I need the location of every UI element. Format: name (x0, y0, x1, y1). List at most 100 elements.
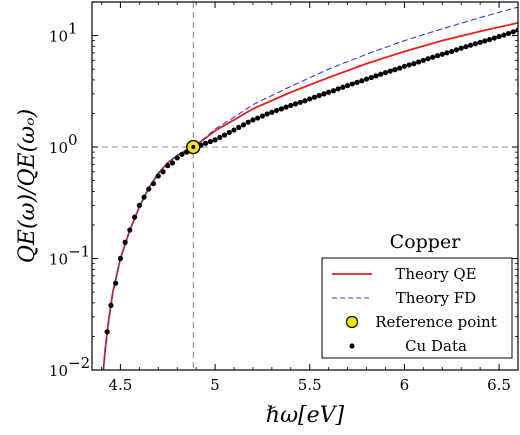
cu-data-point (146, 186, 152, 192)
x-tick-label: 6.5 (487, 376, 511, 394)
cu-data-point (397, 65, 403, 71)
legend: Theory QE Theory FD Reference point Cu Data (321, 257, 513, 359)
cu-data-point (283, 104, 289, 110)
cu-data-point (468, 42, 474, 48)
cu-data-point (259, 113, 265, 119)
axis-ticks (92, 1, 519, 371)
cu-data-point (236, 124, 242, 131)
cu-data-point (515, 27, 518, 33)
legend-label: Theory QE (395, 265, 476, 283)
cu-data-point (207, 138, 213, 145)
cu-data-point (212, 137, 218, 143)
cu-data-point (449, 48, 455, 55)
cu-data-point (292, 101, 299, 107)
cu-data-point (174, 155, 180, 161)
legend-label: Cu Data (405, 337, 467, 355)
cu-data-point (165, 163, 171, 169)
x-tick-label: 5 (210, 376, 220, 394)
cu-data-point (411, 61, 417, 67)
cu-data-point (226, 129, 232, 136)
cu-data-point (510, 29, 516, 35)
legend-swatch (345, 315, 359, 329)
cu-data-point (155, 173, 161, 179)
cu-data-point (245, 119, 251, 125)
cu-data-point (482, 38, 488, 44)
legend-label: Reference point (375, 313, 496, 331)
cu-data-point (307, 96, 313, 102)
cu-data-point (321, 91, 327, 97)
cu-data-point (250, 117, 256, 123)
y-tick-label: 10 (49, 362, 68, 380)
cu-data-point (392, 67, 398, 73)
cu-data-point (330, 88, 336, 94)
cu-data-point (430, 54, 436, 60)
cu-data-point (104, 329, 110, 335)
cu-data-point (141, 194, 147, 200)
cu-data-point (368, 74, 374, 81)
cu-data-point (179, 151, 185, 157)
x-tick-label: 5.5 (298, 376, 322, 394)
cu-data-point (373, 73, 379, 79)
reference-point-layer (186, 139, 201, 155)
cu-data-point (382, 70, 389, 76)
cu-data-point (434, 53, 441, 59)
cu-data-point (221, 132, 228, 138)
cu-data-point (160, 169, 166, 175)
y-tick-exponent: −2 (68, 354, 90, 372)
cu-data-point (203, 140, 209, 146)
cu-data-point (311, 94, 318, 100)
cu-data-point (439, 51, 445, 57)
cu-data-point (136, 202, 142, 208)
cu-data-point (255, 115, 261, 121)
cu-data-point (288, 102, 294, 109)
x-axis-label: ℏω[eV] (266, 403, 345, 428)
cu-data-point (122, 239, 128, 245)
cu-data-point (387, 68, 393, 74)
x-tick-label: 4.5 (108, 376, 132, 394)
cu-data-point (132, 214, 138, 220)
cu-data-point (444, 50, 450, 56)
cu-data-point (345, 82, 351, 89)
cu-data-point (472, 41, 478, 47)
cu-data-point (349, 81, 355, 87)
y-tick-label: 10 (49, 139, 68, 157)
cu-data-point (113, 280, 119, 286)
cu-data-point (302, 98, 308, 104)
x-tick-label: 6 (400, 376, 410, 394)
cu-data-point (335, 86, 341, 92)
cu-data-point (401, 63, 407, 69)
cu-data-point (491, 35, 497, 41)
cu-data-point (340, 84, 346, 90)
cu-data-point (458, 45, 464, 51)
cu-data-point (316, 92, 322, 99)
cu-data-point (117, 255, 123, 262)
legend-label: Theory FD (396, 289, 476, 307)
y-tick-label: 10 (49, 28, 68, 46)
cu-data-point (269, 109, 275, 115)
cu-data-point (354, 79, 360, 86)
cu-data-point (378, 71, 384, 77)
cu-data-point (217, 134, 223, 141)
cu-data-point (240, 122, 247, 128)
cu-data-point (496, 33, 502, 40)
cu-data-point (501, 32, 507, 38)
cu-data-point (363, 76, 370, 82)
cu-data-point (127, 227, 133, 233)
y-axis-label: QE(ω)/QE(ωₒ) (15, 109, 40, 263)
cu-data-point (108, 302, 114, 308)
cu-data-point (297, 99, 303, 105)
legend-swatch (349, 343, 355, 349)
plot-frame (91, 1, 519, 371)
cu-data-point (416, 59, 422, 65)
reference-guide-lines (92, 2, 518, 370)
y-tick-label: 10 (49, 251, 68, 269)
cu-data-point (477, 39, 483, 45)
cu-data-point (487, 36, 493, 43)
cu-data-point (505, 30, 512, 37)
cu-data-point (425, 56, 431, 62)
chart-annotation: Copper (390, 231, 462, 253)
cu-data-point (278, 106, 284, 112)
cu-data-point (231, 127, 237, 133)
